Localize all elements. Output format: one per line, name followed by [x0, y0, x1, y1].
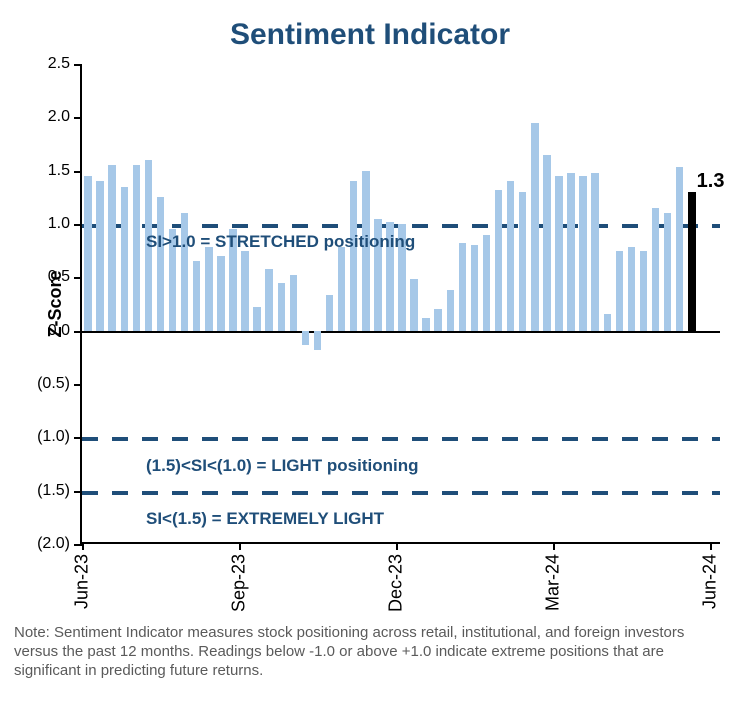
annotation: SI>1.0 = STRETCHED positioning — [146, 232, 415, 252]
y-tick-label: 0.0 — [48, 322, 70, 340]
bar — [253, 307, 260, 330]
x-tick-label: Dec-23 — [385, 554, 406, 612]
y-tick — [74, 544, 82, 546]
y-tick — [74, 384, 82, 386]
x-tick — [396, 542, 398, 550]
bar — [628, 247, 635, 330]
bar — [241, 251, 248, 331]
reference-line — [82, 437, 720, 441]
y-tick — [74, 277, 82, 279]
bar — [302, 331, 309, 345]
reference-line — [82, 491, 720, 495]
bar — [157, 197, 164, 330]
bar — [350, 181, 357, 330]
bar — [507, 181, 514, 330]
bar — [519, 192, 526, 331]
bar — [459, 243, 466, 330]
bar — [543, 155, 550, 331]
plot-area: 2.52.01.51.00.50.0(0.5)(1.0)(1.5)(2.0)1.… — [80, 64, 720, 544]
bar — [133, 165, 140, 330]
bar — [616, 251, 623, 331]
bar — [278, 283, 285, 331]
bar — [483, 235, 490, 331]
bar — [555, 176, 562, 331]
y-tick — [74, 331, 82, 333]
y-tick — [74, 224, 82, 226]
bar — [265, 269, 272, 331]
y-tick-label: 2.0 — [48, 108, 70, 126]
bar — [434, 309, 441, 330]
y-tick-label: 1.5 — [48, 162, 70, 180]
y-tick-label: 0.5 — [48, 268, 70, 286]
chart-title: Sentiment Indicator — [10, 18, 730, 52]
bar — [205, 247, 212, 330]
y-tick — [74, 171, 82, 173]
y-tick-label: 1.0 — [48, 215, 70, 233]
bar — [567, 173, 574, 331]
bar — [495, 190, 502, 331]
bar — [121, 187, 128, 331]
bar — [108, 165, 115, 330]
y-tick-label: (0.5) — [37, 375, 70, 393]
bar — [664, 213, 671, 330]
bar — [96, 181, 103, 330]
bar — [640, 251, 647, 331]
bar — [579, 176, 586, 331]
chart-container: Sentiment Indicator Z-Score 2.52.01.51.0… — [0, 0, 750, 690]
bar — [290, 275, 297, 330]
x-tick — [239, 542, 241, 550]
bar — [314, 331, 321, 350]
bar — [193, 261, 200, 330]
bar — [326, 295, 333, 330]
y-tick-label: (1.0) — [37, 428, 70, 446]
x-tick-label: Mar-24 — [542, 554, 563, 611]
chart-area: Z-Score 2.52.01.51.00.50.0(0.5)(1.0)(1.5… — [80, 64, 720, 544]
bar — [591, 173, 598, 331]
y-tick-label: 2.5 — [48, 55, 70, 73]
bar — [217, 256, 224, 331]
y-tick-label: (2.0) — [37, 535, 70, 553]
y-tick — [74, 491, 82, 493]
zero-line — [82, 331, 720, 333]
bar — [676, 167, 683, 330]
y-tick — [74, 437, 82, 439]
bar — [652, 208, 659, 331]
bar — [471, 245, 478, 330]
y-tick — [74, 117, 82, 119]
bar — [531, 123, 538, 331]
x-tick-label: Sep-23 — [228, 554, 249, 612]
bar — [84, 176, 91, 331]
bar — [688, 192, 695, 331]
bar — [422, 318, 429, 331]
footnote: Note: Sentiment Indicator measures stock… — [10, 624, 730, 680]
annotation: (1.5)<SI<(1.0) = LIGHT positioning — [146, 456, 419, 476]
y-tick — [74, 64, 82, 66]
bar — [410, 279, 417, 330]
last-value-label: 1.3 — [697, 170, 725, 193]
x-tick — [710, 542, 712, 550]
bar — [604, 314, 611, 331]
x-tick — [553, 542, 555, 550]
annotation: SI<(1.5) = EXTREMELY LIGHT — [146, 509, 384, 529]
x-tick-label: Jun-24 — [699, 554, 720, 609]
bar — [447, 290, 454, 331]
x-tick-label: Jun-23 — [72, 554, 93, 609]
x-tick — [82, 542, 84, 550]
bar — [338, 247, 345, 330]
y-tick-label: (1.5) — [37, 482, 70, 500]
